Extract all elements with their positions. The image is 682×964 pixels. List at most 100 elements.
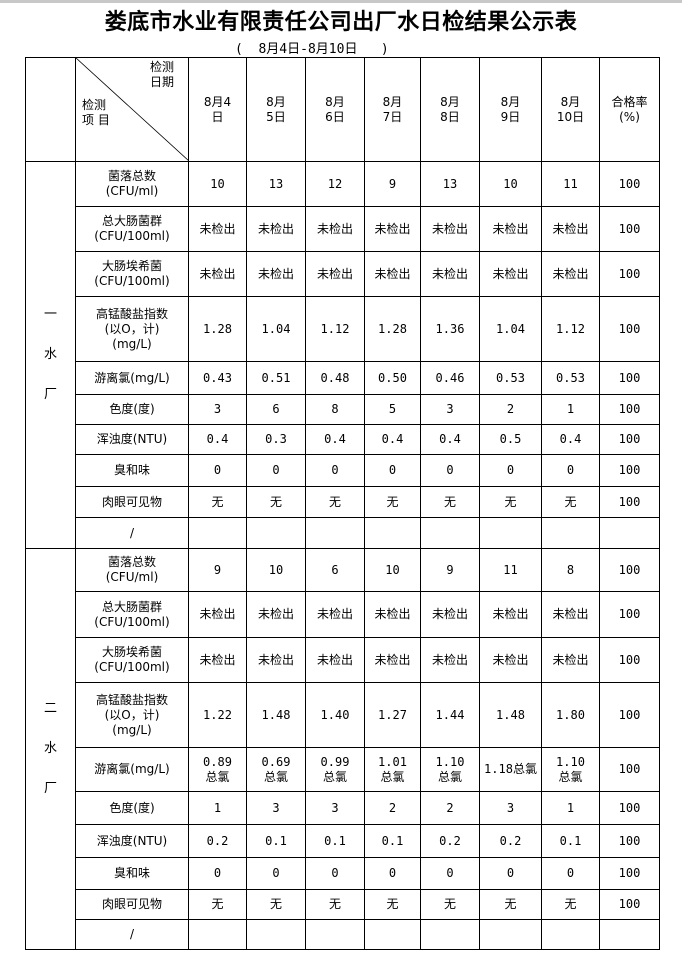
value-cell: 无	[305, 486, 365, 518]
value-cell: 1.48	[479, 682, 542, 748]
text-line: 1.10	[556, 754, 585, 769]
item-name-cell: 臭和味	[75, 454, 189, 487]
pass-rate-cell: 100	[599, 889, 660, 920]
value-cell: 1.04	[246, 296, 306, 362]
table-row: 肉眼可见物无无无无无无无 100	[26, 486, 660, 518]
item-name-cell: 大肠埃希菌 (CFU/100ml)	[75, 251, 189, 297]
text-line: 10日	[556, 109, 585, 124]
value-cell: 3	[305, 791, 365, 825]
value-cell	[364, 517, 421, 549]
value-cell: 3	[246, 791, 306, 825]
value-cell: 无	[188, 889, 247, 920]
text-line: (CFU/100ml)	[94, 274, 170, 288]
value-cell	[305, 919, 365, 950]
header-row: 检测 日期 检测项 目 8月4 日 8月 5日 8月 6日 8月 7日 8月 8日 8月 9日 8月 10日 合格…	[25, 57, 660, 162]
text-line: 总大肠菌群	[101, 214, 162, 228]
value-cell: 0.48	[305, 361, 365, 395]
value-cell: 无	[479, 889, 542, 920]
value-cell: 未检出	[541, 206, 600, 252]
value-cell: 2	[479, 394, 542, 425]
value-cell: 1.48	[246, 682, 306, 748]
value-cell	[305, 517, 365, 549]
value-cell: 8	[541, 548, 600, 592]
pass-rate-cell: 100	[599, 361, 660, 395]
text-line: 肉眼可见物	[101, 494, 162, 509]
text-line: /	[129, 525, 135, 540]
pass-rate-cell: 100	[599, 682, 660, 748]
value-cell: 0	[420, 857, 480, 890]
text-line: 游离氯(mg/L)	[94, 762, 170, 776]
diagonal-box: 检测 日期 检测项 目	[76, 58, 189, 161]
text-line: 一	[43, 307, 57, 322]
table-row: 高锰酸盐指数 (以O，计) (mg/L) 1.22 1.48 1.40 1.27 1.44 1.…	[26, 682, 660, 748]
value-cell: 1.10 总氯	[541, 747, 600, 792]
value-cell: 未检出	[479, 591, 542, 638]
value-cell: 未检出	[541, 591, 600, 638]
pass-rate-cell: 100	[599, 424, 660, 455]
value-cell: 未检出	[305, 637, 365, 683]
text-line: 厂	[43, 387, 57, 402]
text-line: 水	[43, 741, 57, 756]
value-cell: 10	[479, 161, 542, 207]
text-line: 总氯	[263, 769, 288, 784]
table-row: 色度(度) 1 3 3 2 2 3 1 100	[26, 791, 660, 825]
value-cell: 5	[364, 394, 421, 425]
item-name-cell: 大肠埃希菌 (CFU/100ml)	[75, 637, 189, 683]
value-cell: 无	[246, 889, 306, 920]
value-cell: 0.99 总氯	[305, 747, 365, 792]
text-line: 高锰酸盐指数	[95, 692, 168, 707]
value-cell: 1.12	[541, 296, 600, 362]
date-header: 8月 5日	[246, 57, 306, 162]
text-line: (CFU/100ml)	[94, 660, 170, 674]
value-cell	[246, 919, 306, 950]
value-cell: 未检出	[188, 251, 247, 297]
text-line: 大肠埃希菌	[101, 645, 162, 659]
value-cell: 1.28	[188, 296, 247, 362]
text-line: 厂	[43, 781, 57, 796]
item-name-cell: 总大肠菌群 (CFU/100ml)	[75, 206, 189, 252]
value-cell: 未检出	[420, 637, 480, 683]
table-row: 浑浊度(NTU) 0.2 0.1 0.1 0.1 0.2 0.2 0.1 100	[26, 824, 660, 858]
value-cell	[479, 517, 542, 549]
item-name-cell: 高锰酸盐指数 (以O，计) (mg/L)	[75, 296, 189, 362]
value-cell: 3	[188, 394, 247, 425]
text-line: 8日	[440, 109, 460, 124]
item-name-cell: 浑浊度(NTU)	[75, 824, 189, 858]
value-cell: 0.43	[188, 361, 247, 395]
item-name-cell: 高锰酸盐指数 (以O，计) (mg/L)	[75, 682, 189, 748]
table-row: 总大肠菌群 (CFU/100ml) 未检出 未检出 未检出 未检出 未检出 未检出 未检出 100	[26, 591, 660, 638]
value-cell: 0	[188, 857, 247, 890]
value-cell: 1.40	[305, 682, 365, 748]
date-header: 8月4 日	[188, 57, 247, 162]
text-line: (mg/L)	[112, 336, 152, 351]
text-line: 8月	[325, 94, 345, 109]
value-cell: 0.89 总氯	[188, 747, 247, 792]
value-cell: 1.10 总氯	[420, 747, 480, 792]
value-cell: 无	[188, 486, 247, 518]
diagonal-line	[76, 58, 189, 161]
text-line: 高锰酸盐指数	[95, 306, 168, 321]
value-cell: 13	[420, 161, 480, 207]
item-name-cell: /	[75, 517, 189, 549]
value-cell: 0.2	[479, 824, 542, 858]
value-cell: 未检出	[246, 206, 306, 252]
value-cell: 12	[305, 161, 365, 207]
text-line: (CFU/100ml)	[94, 229, 170, 243]
value-cell: 未检出	[420, 591, 480, 638]
text-line: 7日	[382, 109, 403, 124]
text-line: 合格率	[611, 94, 648, 109]
pass-rate-cell: 100	[599, 824, 660, 858]
table-row: /	[26, 517, 660, 549]
value-cell: 1.01 总氯	[364, 747, 421, 792]
text-line: 臭和味	[113, 463, 150, 477]
text-line: 日期	[149, 75, 174, 89]
text-line: 浑浊度(NTU)	[96, 432, 168, 446]
text-line: 菌落总数	[107, 555, 156, 569]
value-cell	[541, 517, 600, 549]
value-cell: 无	[364, 486, 421, 518]
plant-name-cell: 二水厂	[25, 548, 76, 950]
value-cell: 3	[420, 394, 480, 425]
value-cell: 13	[246, 161, 306, 207]
text-line: (CFU/ml)	[105, 570, 159, 584]
value-cell: 1.18总氯	[479, 747, 542, 792]
